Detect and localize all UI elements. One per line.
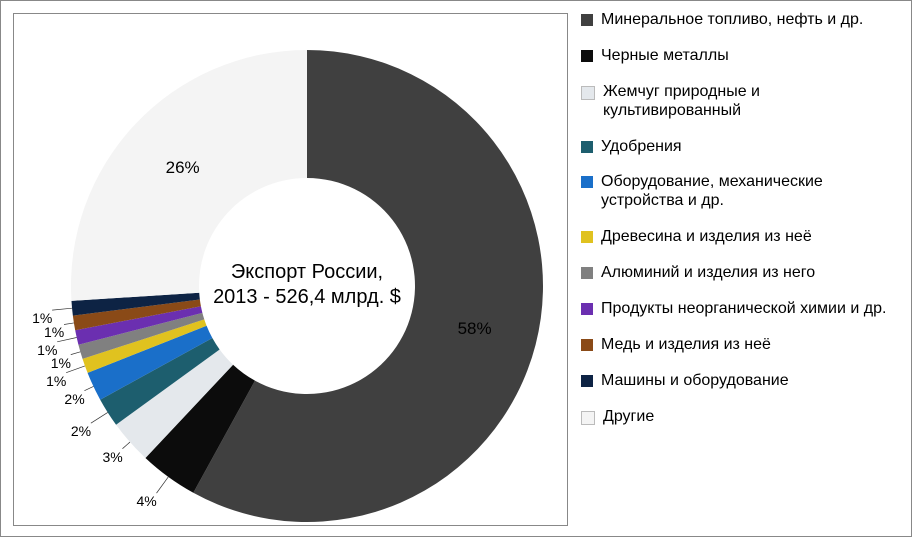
legend-item: Жемчуг природные и культивированный: [581, 83, 901, 121]
legend-swatch: [581, 14, 593, 26]
donut-slice: [71, 50, 307, 301]
legend-item: Минеральное топливо, нефть и др.: [581, 11, 901, 30]
legend-swatch: [581, 86, 595, 100]
legend-item: Медь и изделия из неё: [581, 336, 901, 355]
legend-item: Оборудование, механические устройства и …: [581, 173, 901, 211]
legend-item: Алюминий и изделия из него: [581, 264, 901, 283]
legend-label: Оборудование, механические устройства и …: [601, 173, 891, 211]
legend-item: Продукты неорганической химии и др.: [581, 300, 901, 319]
legend-item: Другие: [581, 408, 901, 427]
plot-area: Экспорт России,2013 - 526,4 млрд. $ 58%4…: [13, 13, 568, 526]
chart-container: Экспорт России,2013 - 526,4 млрд. $ 58%4…: [0, 0, 912, 537]
legend-label: Алюминий и изделия из него: [601, 264, 815, 283]
legend-label: Другие: [603, 408, 654, 427]
donut-chart: [14, 14, 569, 527]
legend: Минеральное топливо, нефть и др. Черные м…: [581, 11, 901, 443]
legend-item: Черные металлы: [581, 47, 901, 66]
legend-label: Жемчуг природные и культивированный: [603, 83, 893, 121]
legend-label: Машины и оборудование: [601, 372, 789, 391]
legend-label: Продукты неорганической химии и др.: [601, 300, 886, 319]
legend-label: Удобрения: [601, 138, 682, 157]
legend-label: Черные металлы: [601, 47, 729, 66]
legend-swatch: [581, 176, 593, 188]
legend-item: Удобрения: [581, 138, 901, 157]
legend-label: Древесина и изделия из неё: [601, 228, 812, 247]
legend-swatch: [581, 50, 593, 62]
legend-label: Медь и изделия из неё: [601, 336, 771, 355]
legend-swatch: [581, 141, 593, 153]
legend-label: Минеральное топливо, нефть и др.: [601, 11, 863, 30]
legend-swatch: [581, 411, 595, 425]
legend-item: Машины и оборудование: [581, 372, 901, 391]
legend-item: Древесина и изделия из неё: [581, 228, 901, 247]
legend-swatch: [581, 375, 593, 387]
legend-swatch: [581, 303, 593, 315]
legend-swatch: [581, 267, 593, 279]
legend-swatch: [581, 231, 593, 243]
legend-swatch: [581, 339, 593, 351]
